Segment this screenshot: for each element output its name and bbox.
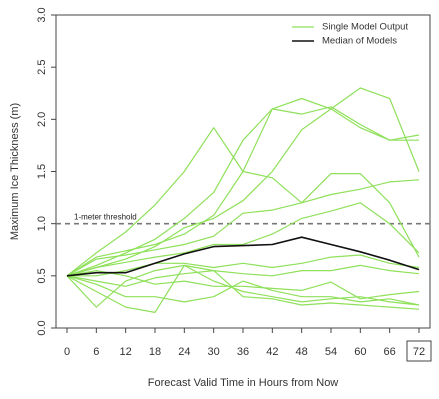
x-tick-label: 60	[354, 346, 366, 358]
model-series-line-7	[67, 254, 420, 277]
x-tick-label: 72	[413, 346, 425, 358]
x-tick-label: 6	[93, 346, 99, 358]
model-series-line-1	[66, 106, 420, 277]
x-axis-title: Forecast Valid Time in Hours from Now	[148, 377, 339, 389]
model-series-line-3	[66, 87, 420, 277]
x-tick-label: 48	[296, 346, 308, 358]
model-series-line-9	[66, 270, 420, 300]
x-tick-label: 66	[384, 346, 396, 358]
x-tick-label: 36	[237, 346, 249, 358]
threshold-label: 1-meter threshold	[74, 213, 137, 222]
legend-label: Single Model Output	[322, 22, 408, 33]
model-series-line-2	[66, 127, 420, 277]
median-series-line	[66, 236, 420, 277]
model-series-line-11	[66, 264, 420, 313]
x-tick-label: 54	[325, 346, 337, 358]
x-tick-label: 12	[120, 346, 132, 358]
x-tick-label: 24	[178, 346, 190, 358]
y-tick-label: 1.5	[36, 164, 48, 179]
x-tick-label: 0	[64, 346, 70, 358]
x-tick-highlight-box	[406, 340, 432, 362]
y-tick-label: 2.0	[36, 112, 48, 127]
x-tick-label: 30	[208, 346, 220, 358]
model-series-line-10	[66, 275, 420, 306]
y-tick-label: 0.0	[36, 320, 48, 335]
model-series-line-4	[66, 108, 419, 277]
y-axis-title: Maximum Ice Thickness (m)	[9, 103, 21, 240]
y-tick-label: 2.5	[36, 60, 48, 75]
x-tick-label: 42	[266, 346, 278, 358]
model-series-line-8	[66, 264, 420, 287]
legend-label: Median of Models	[322, 36, 397, 47]
model-series-line-6	[66, 202, 420, 277]
y-tick-label: 0.5	[36, 268, 48, 283]
model-series-line-5	[66, 179, 420, 277]
x-tick-label: 18	[149, 346, 161, 358]
y-tick-label: 1.0	[36, 216, 48, 231]
y-tick-label: 3.0	[36, 7, 48, 22]
model-series-line-12	[66, 264, 420, 310]
